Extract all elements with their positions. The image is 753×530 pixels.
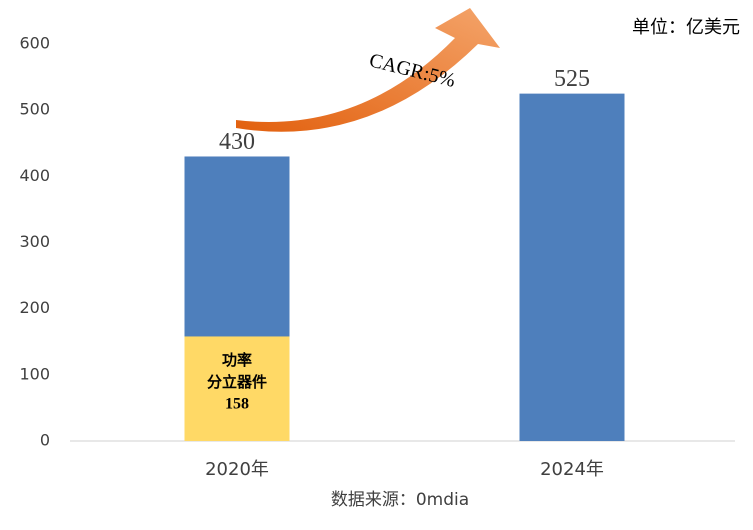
bar — [519, 93, 625, 441]
value-label: 158 — [225, 395, 249, 412]
y-tick-label: 400 — [19, 166, 50, 185]
y-tick-label: 500 — [19, 100, 50, 119]
y-tick-label: 0 — [40, 431, 50, 450]
x-tick-label: 2024年 — [540, 459, 604, 480]
y-tick-label: 600 — [19, 34, 50, 53]
x-tick-label: 2020年 — [205, 459, 269, 480]
segment-label: 功率 — [222, 351, 252, 369]
value-label: 430 — [219, 129, 255, 155]
value-label: 525 — [554, 66, 590, 92]
y-tick-label: 300 — [19, 232, 50, 251]
segment-label: 分立器件 — [207, 373, 267, 391]
y-tick-label: 200 — [19, 298, 50, 317]
source-label: 数据来源：0mdia — [331, 490, 469, 510]
unit-label: 单位：亿美元 — [632, 17, 740, 38]
growth-arrow — [236, 8, 500, 132]
y-tick-label: 100 — [19, 364, 50, 383]
bar — [184, 336, 290, 441]
